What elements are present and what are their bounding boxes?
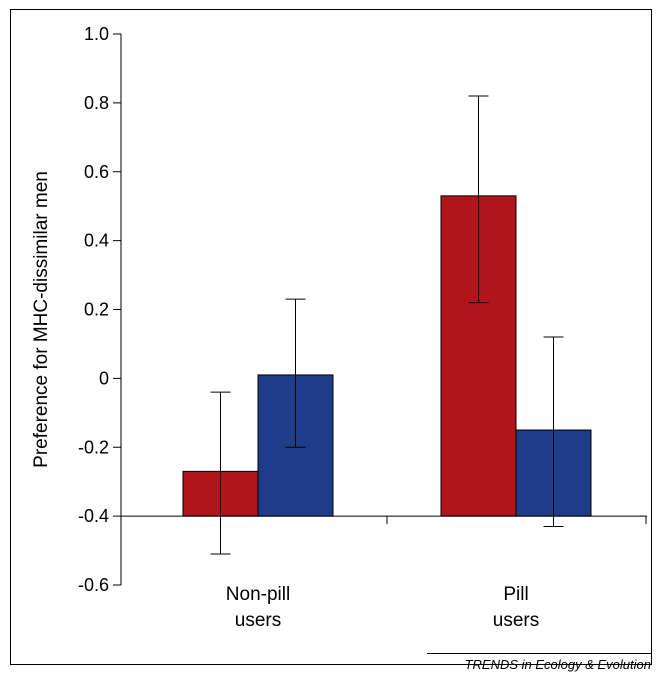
category-label: users [493, 610, 539, 631]
y-axis-label: Preference for MHC-dissimilar men [31, 171, 52, 468]
y-tick-label: 0.6 [84, 162, 109, 182]
y-tick-label: 0.4 [84, 231, 109, 251]
y-tick-label: 0.2 [84, 300, 109, 320]
bar-chart: Preference for MHC-dissimilar men 1.0 0.8… [31, 24, 647, 631]
category-label: users [235, 610, 281, 631]
category-label: Pill [503, 584, 528, 605]
y-tick-label: -0.4 [78, 506, 109, 526]
figure-frame: Preference for MHC-dissimilar men 1.0 0.8… [10, 9, 652, 672]
y-tick-label: 1.0 [84, 24, 109, 44]
y-tick-label: 0 [99, 368, 109, 388]
x-axis [121, 515, 647, 525]
category-labels: Non-pill users Pill users [226, 584, 539, 631]
y-axis-label-group: Preference for MHC-dissimilar men [31, 171, 52, 468]
y-tick-label: -0.6 [78, 575, 109, 595]
source-credit: TRENDS in Ecology & Evolution [427, 653, 651, 672]
y-tick-label: -0.2 [78, 437, 109, 457]
bars [182, 195, 592, 517]
error-bars [210, 95, 564, 555]
category-label: Non-pill [226, 584, 290, 605]
y-tick-label: 0.8 [84, 93, 109, 113]
y-axis: 1.0 0.8 0.6 0.4 0.2 0 -0.2 -0.4 -0.6 [78, 24, 122, 595]
